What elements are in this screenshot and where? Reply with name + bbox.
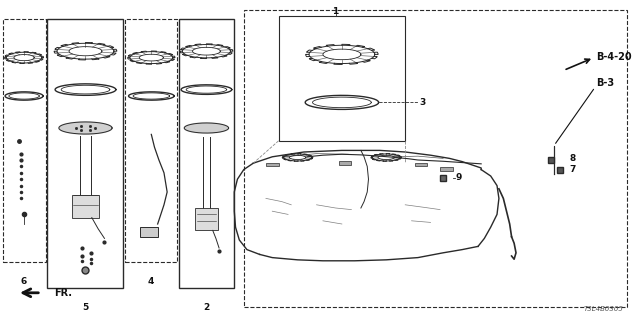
Text: FR.: FR. [54,288,72,298]
Bar [339,161,351,165]
Text: T3L4B0305: T3L4B0305 [584,306,623,312]
Polygon shape [59,122,112,134]
Text: 1: 1 [332,7,339,16]
Text: 5: 5 [83,303,88,312]
Text: 9: 9 [456,173,462,182]
Bar [244,10,627,307]
Bar [140,227,157,237]
Text: 3: 3 [419,98,426,107]
Bar [125,19,177,262]
Text: 7: 7 [570,165,576,174]
Bar [195,208,218,230]
Bar [278,16,405,141]
Text: 8: 8 [570,154,576,163]
Bar [72,195,99,218]
Polygon shape [184,123,228,133]
Bar [440,167,452,171]
Text: 2: 2 [204,303,209,312]
Bar [266,163,278,166]
Text: 6: 6 [21,277,27,286]
Text: 4: 4 [147,277,154,286]
Bar [47,19,124,288]
Bar [415,163,428,166]
Bar [3,19,45,262]
Bar [179,19,234,288]
Text: B-4-20: B-4-20 [596,52,632,62]
Text: B-3: B-3 [596,78,614,88]
